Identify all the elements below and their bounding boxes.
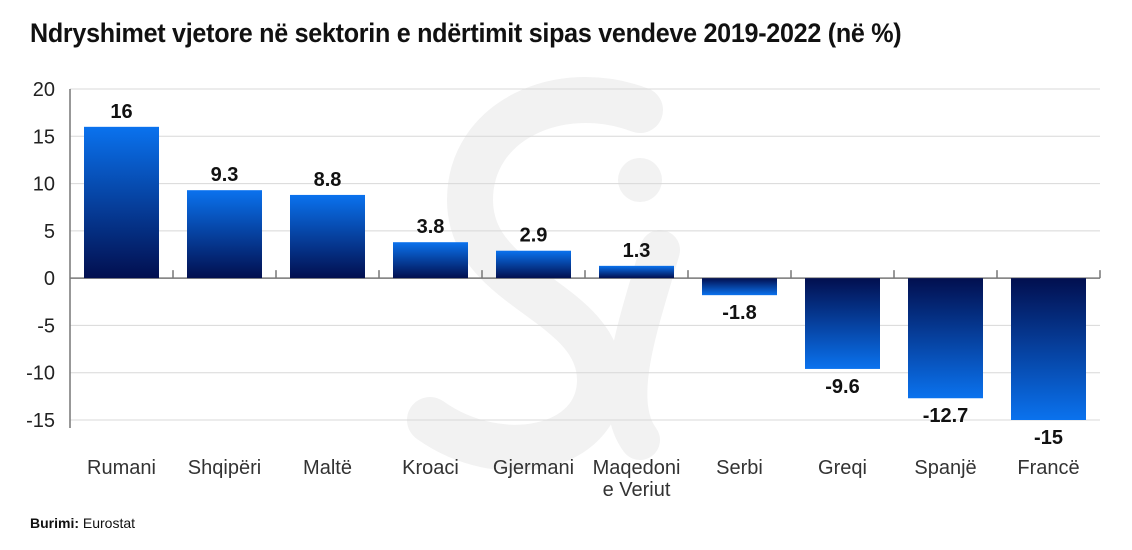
x-tick-label: Rumani: [87, 457, 156, 479]
data-label: -15: [1034, 427, 1063, 449]
watermark-logo-i-dot: [618, 158, 662, 202]
x-tick-label: Kroaci: [402, 457, 459, 479]
watermark-logo-s-stroke: [407, 77, 663, 471]
bar: [1011, 278, 1086, 420]
bar: [290, 194, 365, 279]
y-tick-label: -5: [37, 315, 55, 337]
source-note: Burimi: Eurostat: [30, 515, 135, 531]
x-tick-label: Shqipëri: [188, 457, 261, 479]
source-value: Eurostat: [82, 515, 136, 531]
x-tick-label: Maqedoni e Veriut: [593, 457, 681, 501]
y-tick-label: 15: [33, 126, 55, 148]
x-tick-label: Maltë: [303, 457, 352, 479]
data-label: 3.8: [417, 216, 445, 238]
bar: [187, 190, 262, 279]
x-tick-label: Gjermani: [493, 457, 574, 479]
data-label: -9.6: [825, 376, 859, 398]
data-label: -12.7: [923, 405, 969, 427]
bar: [496, 250, 571, 279]
data-label: 16: [110, 101, 132, 123]
bar: [84, 126, 159, 279]
bar: [805, 278, 880, 369]
y-tick-label: 10: [33, 174, 55, 196]
data-label: 2.9: [520, 225, 548, 247]
x-tick-label: Greqi: [818, 457, 867, 479]
x-tick-label: Serbi: [716, 457, 763, 479]
bar: [393, 242, 468, 279]
data-label: 9.3: [211, 164, 239, 186]
y-tick-label: 5: [44, 221, 55, 243]
y-tick-label: 0: [44, 268, 55, 290]
source-label: Burimi:: [30, 515, 79, 531]
data-label: -1.8: [722, 302, 756, 324]
bar: [908, 278, 983, 399]
bar: [599, 265, 674, 279]
x-tick-label: Francë: [1017, 457, 1079, 479]
y-tick-label: -15: [26, 410, 55, 432]
y-tick-label: -10: [26, 363, 55, 385]
data-label: 8.8: [314, 169, 342, 191]
bar: [702, 278, 777, 296]
x-tick-label: Spanjë: [914, 457, 976, 479]
data-label: 1.3: [623, 240, 651, 262]
chart-title: Ndryshimet vjetore në sektorin e ndërtim…: [30, 18, 902, 48]
y-tick-label: 20: [33, 79, 55, 101]
